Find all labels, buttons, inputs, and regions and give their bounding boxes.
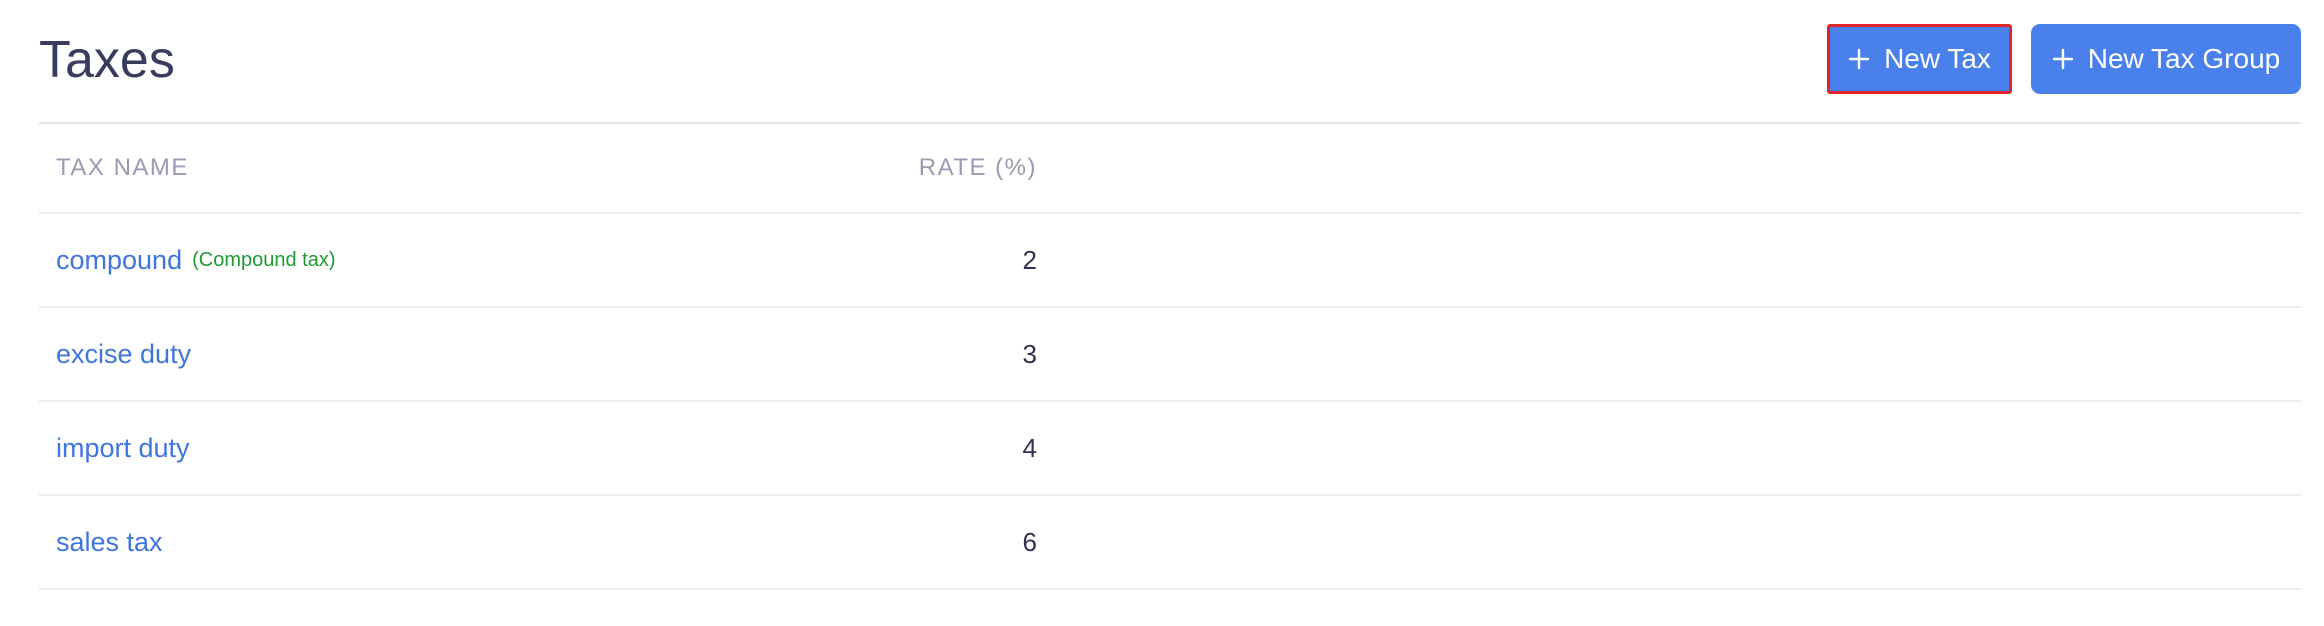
table-row: import duty 4 bbox=[39, 402, 2301, 496]
table-header: TAX NAME RATE (%) bbox=[39, 124, 2301, 214]
name-cell: compound (Compound tax) bbox=[56, 214, 336, 306]
name-cell: excise duty bbox=[56, 308, 191, 400]
tax-rate: 3 bbox=[1022, 338, 1037, 369]
name-cell: import duty bbox=[56, 402, 190, 494]
tax-name-link[interactable]: sales tax bbox=[56, 526, 163, 557]
name-cell: sales tax bbox=[56, 496, 163, 588]
tax-rate: 2 bbox=[1022, 244, 1037, 275]
button-label: New Tax Group bbox=[2087, 43, 2281, 74]
separator bbox=[39, 122, 2301, 124]
rate-cell: 6 bbox=[1023, 496, 1037, 588]
tax-rate: 6 bbox=[1022, 526, 1037, 557]
tax-name-link[interactable]: excise duty bbox=[56, 338, 192, 369]
table-row: compound (Compound tax) 2 bbox=[39, 214, 2301, 308]
tax-table: TAX NAME RATE (%) compound (Compound tax)… bbox=[39, 124, 2301, 590]
table-row: sales tax 6 bbox=[39, 496, 2301, 590]
page-title: Taxes bbox=[39, 31, 175, 89]
column-header: RATE (%) bbox=[918, 154, 1037, 181]
rate-cell: 4 bbox=[1023, 402, 1037, 494]
tax-name-link[interactable]: import duty bbox=[56, 432, 190, 463]
rate-cell: 3 bbox=[1023, 308, 1037, 400]
tax-name-link[interactable]: compound bbox=[56, 244, 183, 275]
new-tax-button[interactable]: New Tax bbox=[1827, 24, 2012, 94]
column-header: TAX NAME bbox=[56, 154, 189, 181]
rate-cell: 2 bbox=[1023, 214, 1037, 306]
table-row: excise duty 3 bbox=[39, 308, 2301, 402]
new-tax-group-button[interactable]: New Tax Group bbox=[2031, 24, 2301, 94]
plus-icon bbox=[2052, 48, 2073, 70]
plus-icon bbox=[1848, 48, 1870, 70]
tax-note: (Compound tax) bbox=[192, 248, 336, 271]
button-label: New Tax bbox=[1884, 43, 1991, 74]
tax-rate: 4 bbox=[1022, 432, 1037, 463]
